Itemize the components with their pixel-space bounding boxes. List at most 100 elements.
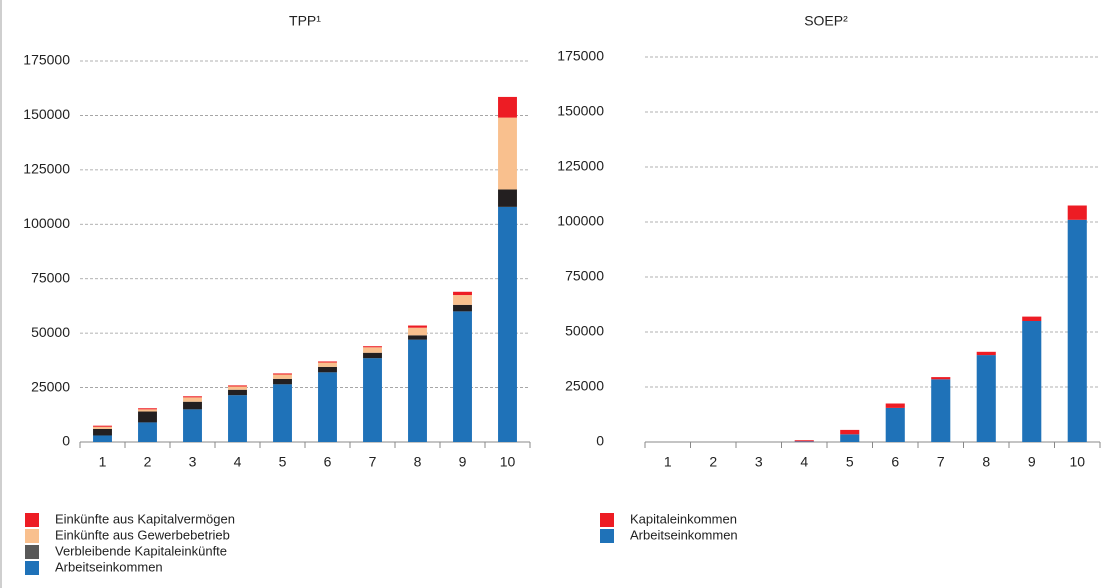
bar-segment xyxy=(273,384,292,442)
bar-segment xyxy=(1067,219,1087,442)
x-tick-label: 4 xyxy=(800,454,808,470)
legend-swatch xyxy=(600,529,614,543)
bar-segment xyxy=(93,435,112,442)
y-tick-label: 25000 xyxy=(565,378,604,394)
x-tick-label: 10 xyxy=(1069,454,1085,470)
bar-segment xyxy=(840,429,860,435)
y-tick-label: 75000 xyxy=(565,268,604,284)
y-tick-label: 100000 xyxy=(557,213,604,229)
bar-segment xyxy=(1022,316,1042,321)
bar-segment xyxy=(885,407,905,442)
x-tick-label: 1 xyxy=(664,454,672,470)
y-tick-label: 25000 xyxy=(31,378,70,394)
bar-segment xyxy=(228,395,247,442)
bar-segment xyxy=(498,96,517,118)
x-tick-label: 2 xyxy=(144,454,152,470)
chart-title: TPP¹ xyxy=(289,13,321,29)
bar-segment xyxy=(408,339,427,442)
bar-segment xyxy=(228,389,247,396)
y-tick-label: 0 xyxy=(62,433,70,449)
bar-segment xyxy=(408,325,427,328)
y-tick-label: 50000 xyxy=(31,324,70,340)
bar-segment xyxy=(453,291,472,296)
bar-segment xyxy=(318,362,337,367)
bar-segment xyxy=(453,295,472,305)
bar-segment xyxy=(318,372,337,442)
bar-segment xyxy=(794,440,814,442)
legend-label: Arbeitseinkommen xyxy=(55,559,163,574)
bar-segment xyxy=(498,117,517,190)
bar-segment xyxy=(363,352,382,359)
x-tick-label: 8 xyxy=(414,454,422,470)
legend-swatch xyxy=(25,561,39,575)
y-tick-label: 125000 xyxy=(557,158,604,174)
bar-segment xyxy=(976,355,996,442)
bar-segment xyxy=(1067,205,1087,220)
y-tick-label: 150000 xyxy=(23,106,70,122)
y-tick-label: 175000 xyxy=(557,48,604,64)
bar-segment xyxy=(931,379,951,442)
bar-segment xyxy=(273,373,292,375)
y-tick-label: 50000 xyxy=(565,323,604,339)
bar-segment xyxy=(93,425,112,427)
bar-segment xyxy=(498,189,517,207)
bar-segment xyxy=(228,386,247,390)
bar-segment xyxy=(794,441,814,442)
x-tick-label: 2 xyxy=(709,454,717,470)
bar-segment xyxy=(1022,321,1042,442)
bar-segment xyxy=(408,335,427,340)
y-tick-label: 125000 xyxy=(23,161,70,177)
bar-segment xyxy=(93,428,112,436)
legend-swatch xyxy=(25,545,39,559)
legend-label: Arbeitseinkommen xyxy=(630,527,738,542)
bar-segment xyxy=(138,411,157,423)
x-tick-label: 9 xyxy=(1028,454,1036,470)
bar-segment xyxy=(273,378,292,385)
bar-segment xyxy=(183,409,202,442)
x-tick-label: 1 xyxy=(99,454,107,470)
bar-segment xyxy=(273,374,292,379)
chart-title: SOEP² xyxy=(804,13,848,29)
bar-segment xyxy=(318,361,337,363)
y-tick-label: 175000 xyxy=(23,52,70,68)
bar-segment xyxy=(453,311,472,442)
x-tick-label: 3 xyxy=(189,454,197,470)
x-tick-label: 6 xyxy=(891,454,899,470)
legend-label: Einkünfte aus Gewerbebetrieb xyxy=(55,527,230,542)
y-tick-label: 100000 xyxy=(23,215,70,231)
x-tick-label: 7 xyxy=(937,454,945,470)
x-tick-label: 5 xyxy=(279,454,287,470)
bar-segment xyxy=(183,397,202,402)
bar-segment xyxy=(885,403,905,408)
legend-swatch xyxy=(25,513,39,527)
legend-swatch xyxy=(600,513,614,527)
x-tick-label: 10 xyxy=(500,454,516,470)
bar-segment xyxy=(931,377,951,380)
bar-segment xyxy=(183,401,202,410)
bar-segment xyxy=(318,366,337,373)
bar-segment xyxy=(408,327,427,336)
x-tick-label: 6 xyxy=(324,454,332,470)
y-tick-label: 0 xyxy=(596,433,604,449)
x-tick-label: 3 xyxy=(755,454,763,470)
x-tick-label: 8 xyxy=(982,454,990,470)
legend-swatch xyxy=(25,529,39,543)
legend-label: Verbleibende Kapitaleinkünfte xyxy=(55,543,227,558)
bar-segment xyxy=(138,409,157,412)
bar-segment xyxy=(138,422,157,442)
y-tick-label: 150000 xyxy=(557,103,604,119)
legend-label: Einkünfte aus Kapitalvermögen xyxy=(55,511,235,526)
x-tick-label: 5 xyxy=(846,454,854,470)
bar-segment xyxy=(840,434,860,442)
bar-segment xyxy=(228,385,247,387)
bar-segment xyxy=(453,304,472,312)
bar-segment xyxy=(138,408,157,410)
x-tick-label: 7 xyxy=(369,454,377,470)
bar-segment xyxy=(498,206,517,442)
x-tick-label: 4 xyxy=(234,454,242,470)
bar-segment xyxy=(93,426,112,429)
x-tick-label: 9 xyxy=(459,454,467,470)
bar-segment xyxy=(363,346,382,348)
y-tick-label: 75000 xyxy=(31,269,70,285)
